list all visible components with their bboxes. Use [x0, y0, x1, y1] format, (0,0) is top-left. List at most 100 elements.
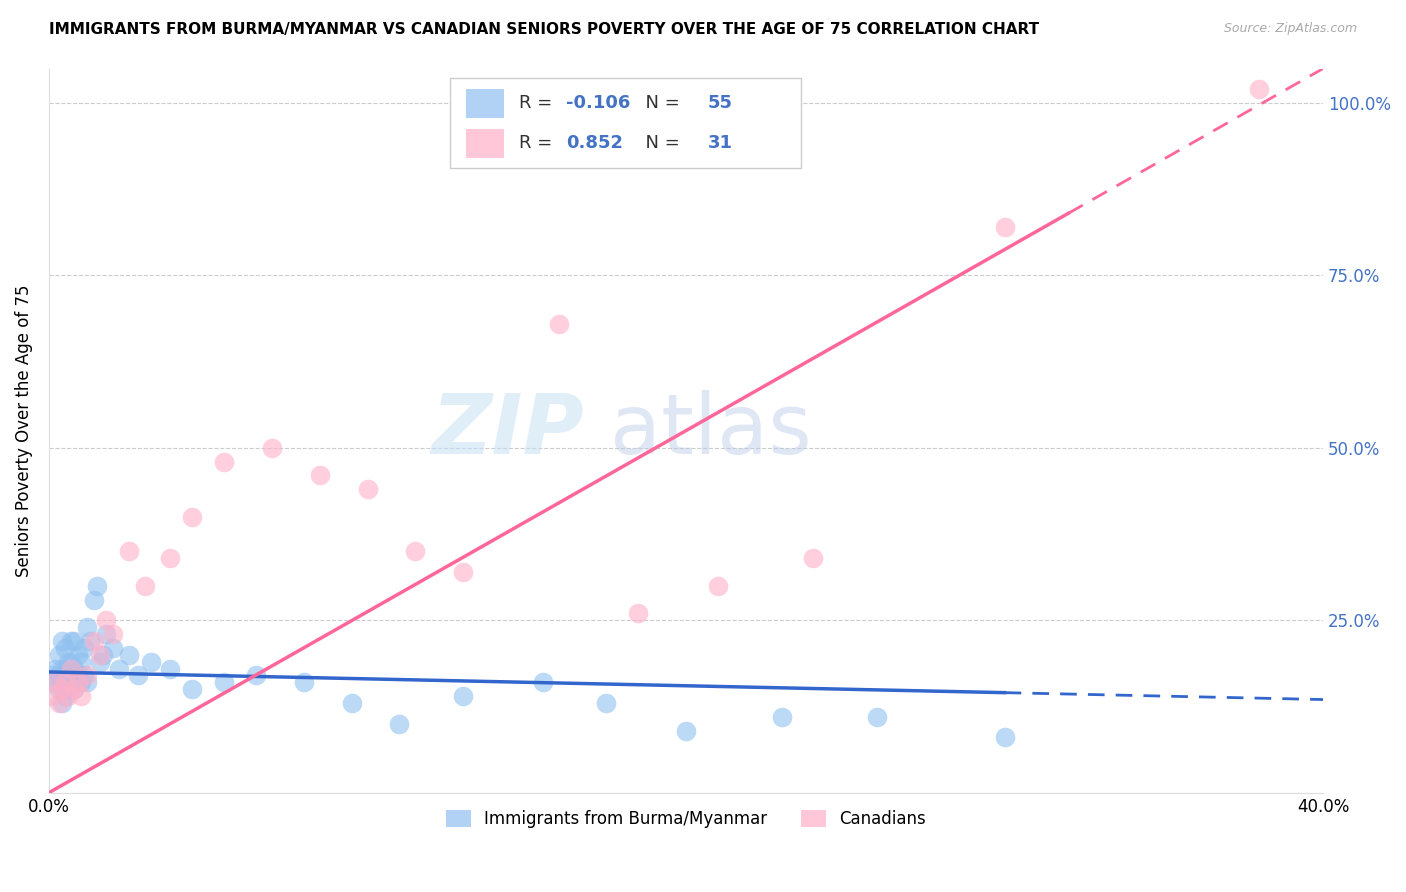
Point [53, 640, 76, 655]
Point [60, 675, 83, 690]
Point [707, 579, 730, 593]
Point [770, 710, 793, 724]
Point [245, 668, 267, 682]
Point [89, 648, 111, 662]
Point [41, 668, 63, 682]
Point [292, 675, 315, 690]
Point [51, 634, 73, 648]
Point [53, 689, 76, 703]
Point [139, 655, 162, 669]
Point [101, 627, 124, 641]
Point [627, 607, 650, 621]
Y-axis label: Seniors Poverty Over the Age of 75: Seniors Poverty Over the Age of 75 [15, 285, 32, 577]
Point [159, 661, 181, 675]
Point [53, 675, 76, 690]
Point [56, 655, 79, 669]
Point [260, 441, 283, 455]
Point [866, 710, 889, 724]
Point [51, 682, 73, 697]
Point [127, 668, 149, 682]
Point [101, 640, 124, 655]
Point [69, 675, 91, 690]
Point [994, 220, 1017, 235]
Text: Source: ZipAtlas.com: Source: ZipAtlas.com [1223, 22, 1357, 36]
Point [83, 592, 105, 607]
Point [48, 648, 70, 662]
Point [86, 579, 108, 593]
Point [76, 675, 98, 690]
Point [212, 675, 235, 690]
Point [595, 696, 617, 710]
Point [56, 682, 79, 697]
Legend: Immigrants from Burma/Myanmar, Canadians: Immigrants from Burma/Myanmar, Canadians [440, 804, 932, 835]
Point [356, 482, 378, 496]
Point [340, 696, 363, 710]
Point [117, 544, 139, 558]
Point [181, 682, 204, 697]
Point [69, 655, 91, 669]
Text: R =: R = [519, 134, 558, 153]
Point [63, 682, 86, 697]
Point [48, 696, 70, 710]
Point [63, 634, 86, 648]
Point [91, 648, 114, 662]
Point [60, 634, 83, 648]
Point [89, 655, 111, 669]
Point [212, 455, 235, 469]
Text: 0.852: 0.852 [567, 134, 623, 153]
Point [675, 723, 697, 738]
Point [63, 661, 86, 675]
Point [117, 648, 139, 662]
Text: R =: R = [519, 95, 558, 112]
Point [531, 675, 554, 690]
Text: 55: 55 [707, 95, 733, 112]
Point [134, 579, 156, 593]
Point [51, 696, 73, 710]
Point [96, 627, 118, 641]
Point [69, 689, 91, 703]
Point [451, 565, 474, 579]
Point [60, 655, 83, 669]
Point [76, 620, 98, 634]
Point [66, 648, 89, 662]
Text: atlas: atlas [610, 390, 811, 471]
Point [48, 668, 70, 682]
Point [60, 661, 83, 675]
Point [44, 661, 66, 675]
Text: N =: N = [634, 134, 685, 153]
Point [48, 682, 70, 697]
Point [1249, 82, 1271, 96]
Text: IMMIGRANTS FROM BURMA/MYANMAR VS CANADIAN SENIORS POVERTY OVER THE AGE OF 75 COR: IMMIGRANTS FROM BURMA/MYANMAR VS CANADIA… [49, 22, 1039, 37]
Point [547, 317, 569, 331]
Point [44, 675, 66, 690]
Point [41, 689, 63, 703]
Point [96, 613, 118, 627]
FancyBboxPatch shape [465, 89, 503, 118]
Point [63, 682, 86, 697]
FancyBboxPatch shape [450, 78, 801, 169]
Point [53, 675, 76, 690]
Point [181, 509, 204, 524]
Point [73, 640, 96, 655]
Text: -0.106: -0.106 [567, 95, 631, 112]
Point [404, 544, 426, 558]
Point [56, 668, 79, 682]
Point [53, 661, 76, 675]
Point [51, 661, 73, 675]
Point [79, 634, 101, 648]
Point [76, 668, 98, 682]
Point [451, 689, 474, 703]
Point [83, 634, 105, 648]
Point [308, 468, 330, 483]
Point [66, 668, 89, 682]
Text: ZIP: ZIP [432, 390, 583, 471]
Point [56, 689, 79, 703]
Point [108, 661, 131, 675]
FancyBboxPatch shape [465, 128, 503, 158]
Text: N =: N = [634, 95, 685, 112]
Point [44, 675, 66, 690]
Point [388, 716, 411, 731]
Point [994, 731, 1017, 745]
Point [159, 551, 181, 566]
Point [66, 675, 89, 690]
